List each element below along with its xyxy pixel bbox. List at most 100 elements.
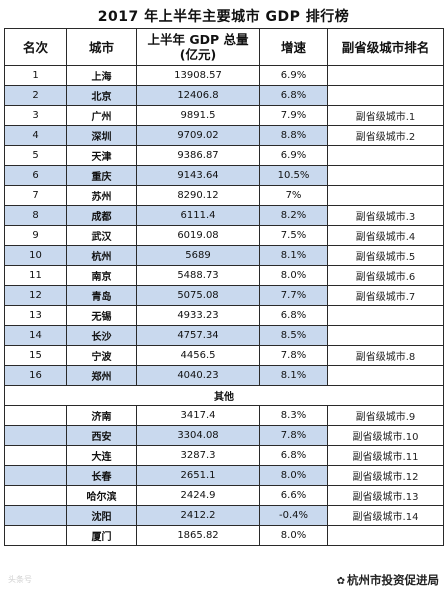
growth-cell: 10.5% (259, 165, 328, 186)
sub-rank-cell: 副省级城市.8 (327, 345, 444, 366)
growth-cell: 8.3% (259, 405, 328, 426)
rank-cell: 14 (4, 325, 67, 346)
rank-cell (4, 485, 67, 506)
gdp-cell: 3287.3 (136, 445, 260, 466)
city-cell: 无锡 (66, 305, 137, 326)
sub-rank-cell: 副省级城市.13 (327, 485, 444, 506)
header-rank: 名次 (4, 28, 67, 66)
city-cell: 厦门 (66, 525, 137, 546)
table-row: 沈阳 2412.2 -0.4% 副省级城市.14 (4, 505, 444, 526)
sub-rank-cell: 副省级城市.6 (327, 265, 444, 286)
city-cell: 杭州 (66, 245, 137, 266)
gdp-cell: 12406.8 (136, 85, 260, 106)
city-cell: 郑州 (66, 365, 137, 386)
sub-rank-cell (327, 365, 444, 386)
gdp-cell: 13908.57 (136, 65, 260, 86)
sub-rank-cell (327, 305, 444, 326)
table-row: 济南 3417.4 8.3% 副省级城市.9 (4, 405, 444, 426)
table-row: 长春 2651.1 8.0% 副省级城市.12 (4, 465, 444, 486)
city-cell: 南京 (66, 265, 137, 286)
other-rows: 济南 3417.4 8.3% 副省级城市.9 西安 3304.08 7.8% 副省级城市.10… (4, 405, 444, 546)
rank-cell: 9 (4, 225, 67, 246)
gdp-cell: 4456.5 (136, 345, 260, 366)
growth-cell: 6.8% (259, 85, 328, 106)
city-cell: 深圳 (66, 125, 137, 146)
growth-cell: 6.9% (259, 65, 328, 86)
gdp-cell: 3417.4 (136, 405, 260, 426)
rank-cell (4, 445, 67, 466)
growth-cell: 7.8% (259, 425, 328, 446)
growth-cell: 8.0% (259, 465, 328, 486)
other-label-row: 其他 (4, 385, 444, 406)
table-row: 15 宁波 4456.5 7.8% 副省级城市.8 (4, 345, 444, 366)
rank-cell: 12 (4, 285, 67, 306)
city-cell: 沈阳 (66, 505, 137, 526)
sub-rank-cell: 副省级城市.9 (327, 405, 444, 426)
account-badge: ✿ 杭州市投资促进局 (334, 572, 441, 588)
rank-cell: 10 (4, 245, 67, 266)
gdp-cell: 9709.02 (136, 125, 260, 146)
growth-cell: 7.7% (259, 285, 328, 306)
rank-cell: 6 (4, 165, 67, 186)
city-cell: 武汉 (66, 225, 137, 246)
gdp-cell: 5488.73 (136, 265, 260, 286)
growth-cell: 8.1% (259, 365, 328, 386)
sub-rank-cell: 副省级城市.12 (327, 465, 444, 486)
sub-rank-cell: 副省级城市.10 (327, 425, 444, 446)
ranked-rows: 1 上海 13908.57 6.9% 2 北京 12406.8 6.8% 3 广州 9891.5 7.… (4, 65, 444, 386)
growth-cell: 8.0% (259, 525, 328, 546)
sub-rank-cell: 副省级城市.2 (327, 125, 444, 146)
growth-cell: 8.5% (259, 325, 328, 346)
table-row: 11 南京 5488.73 8.0% 副省级城市.6 (4, 265, 444, 286)
gdp-cell: 9143.64 (136, 165, 260, 186)
rank-cell (4, 405, 67, 426)
gdp-cell: 6111.4 (136, 205, 260, 226)
rank-cell (4, 425, 67, 446)
sub-rank-cell: 副省级城市.5 (327, 245, 444, 266)
sub-rank-cell: 副省级城市.14 (327, 505, 444, 526)
growth-cell: 6.8% (259, 445, 328, 466)
city-cell: 哈尔滨 (66, 485, 137, 506)
table-row: 哈尔滨 2424.9 6.6% 副省级城市.13 (4, 485, 444, 506)
table-title: 2017 年上半年主要城市 GDP 排行榜 (97, 9, 350, 25)
gdp-cell: 9386.87 (136, 145, 260, 166)
gdp-cell: 6019.08 (136, 225, 260, 246)
sub-rank-cell: 副省级城市.3 (327, 205, 444, 226)
growth-cell: 7.5% (259, 225, 328, 246)
account-name: 杭州市投资促进局 (347, 573, 439, 587)
gdp-cell: 9891.5 (136, 105, 260, 126)
rank-cell: 5 (4, 145, 67, 166)
gdp-cell: 2651.1 (136, 465, 260, 486)
city-cell: 西安 (66, 425, 137, 446)
rank-cell: 3 (4, 105, 67, 126)
city-cell: 济南 (66, 405, 137, 426)
rank-cell: 15 (4, 345, 67, 366)
table-row: 13 无锡 4933.23 6.8% (4, 305, 444, 326)
growth-cell: 7% (259, 185, 328, 206)
sub-rank-cell (327, 325, 444, 346)
table-row: 西安 3304.08 7.8% 副省级城市.10 (4, 425, 444, 446)
city-cell: 北京 (66, 85, 137, 106)
gdp-cell: 1865.82 (136, 525, 260, 546)
sub-rank-cell (327, 85, 444, 106)
growth-cell: 6.6% (259, 485, 328, 506)
growth-cell: 6.9% (259, 145, 328, 166)
growth-cell: 7.8% (259, 345, 328, 366)
rank-cell: 11 (4, 265, 67, 286)
table-row: 9 武汉 6019.08 7.5% 副省级城市.4 (4, 225, 444, 246)
sub-rank-cell (327, 525, 444, 546)
header-sub-rank: 副省级城市排名 (327, 28, 444, 66)
table-row: 厦门 1865.82 8.0% (4, 525, 444, 546)
wechat-icon: ✿ (336, 576, 345, 587)
table-row: 14 长沙 4757.34 8.5% (4, 325, 444, 346)
gdp-cell: 4933.23 (136, 305, 260, 326)
growth-cell: 8.1% (259, 245, 328, 266)
table-row: 8 成都 6111.4 8.2% 副省级城市.3 (4, 205, 444, 226)
rank-cell: 7 (4, 185, 67, 206)
header-gdp-line2: (亿元) (179, 47, 217, 62)
table-row: 2 北京 12406.8 6.8% (4, 85, 444, 106)
rank-cell (4, 505, 67, 526)
gdp-ranking-table: 名次 城市 上半年 GDP 总量 (亿元) 增速 副省级城市排名 1 上海 1390… (4, 28, 444, 546)
gdp-cell: 2412.2 (136, 505, 260, 526)
table-row: 4 深圳 9709.02 8.8% 副省级城市.2 (4, 125, 444, 146)
